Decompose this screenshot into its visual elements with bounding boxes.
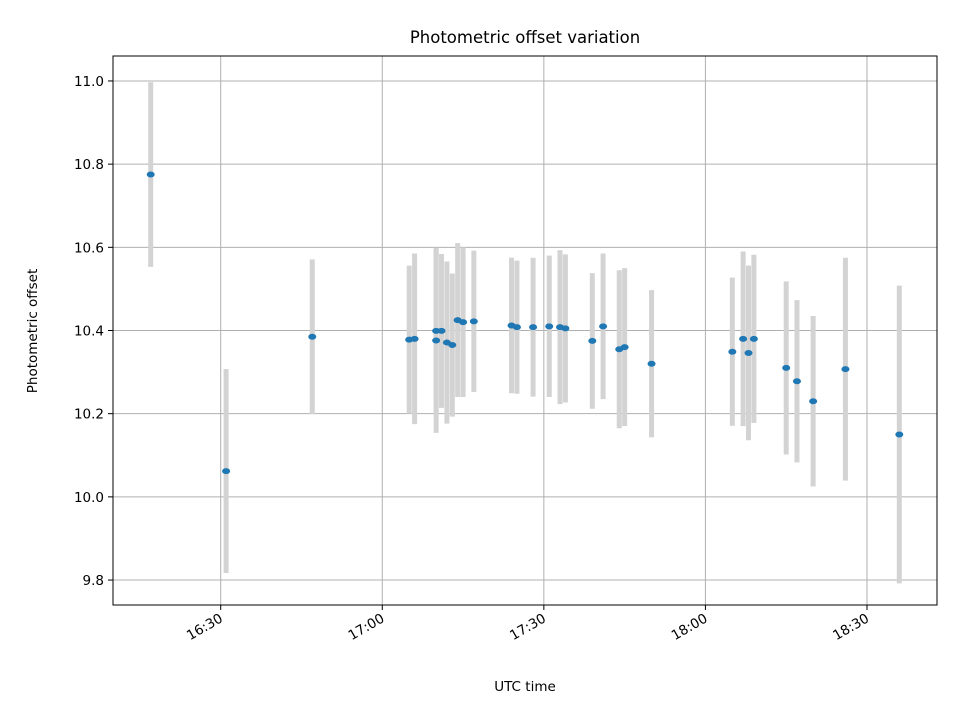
y-tick-label: 10.8	[74, 157, 104, 173]
y-tick-label: 11.0	[74, 74, 104, 90]
data-point	[469, 318, 478, 325]
data-point	[728, 348, 737, 355]
data-point	[561, 325, 570, 332]
data-point	[459, 319, 468, 326]
data-point	[308, 333, 317, 340]
y-tick-label: 10.6	[74, 240, 104, 256]
x-axis-label: UTC time	[494, 679, 556, 695]
y-axis-label: Photometric offset	[25, 269, 41, 393]
data-point	[545, 323, 554, 330]
data-point	[739, 335, 748, 342]
data-point	[841, 366, 850, 373]
data-point	[599, 323, 608, 330]
y-tick-label: 10.2	[74, 407, 104, 423]
data-point	[647, 360, 656, 367]
data-point	[620, 344, 629, 351]
data-point	[410, 335, 419, 342]
data-point	[222, 468, 231, 475]
data-point	[588, 337, 597, 344]
data-point	[744, 349, 753, 356]
data-point	[448, 342, 457, 349]
data-point	[809, 398, 818, 405]
data-point	[529, 324, 538, 331]
data-point	[895, 431, 904, 438]
markers	[146, 171, 904, 475]
data-point	[749, 335, 758, 342]
data-point	[792, 378, 801, 385]
grid	[113, 56, 937, 605]
y-axis-ticks: 9.8 10.0 10.2 10.4 10.6 10.8 11.0	[74, 74, 113, 589]
data-point	[146, 171, 155, 178]
y-tick-label: 9.8	[83, 573, 104, 589]
data-point	[512, 324, 521, 331]
y-tick-label: 10.4	[74, 324, 104, 340]
chart-title: Photometric offset variation	[410, 28, 640, 47]
data-point	[432, 337, 441, 344]
data-point	[782, 364, 791, 371]
data-point	[437, 327, 446, 334]
y-tick-label: 10.0	[74, 490, 104, 506]
